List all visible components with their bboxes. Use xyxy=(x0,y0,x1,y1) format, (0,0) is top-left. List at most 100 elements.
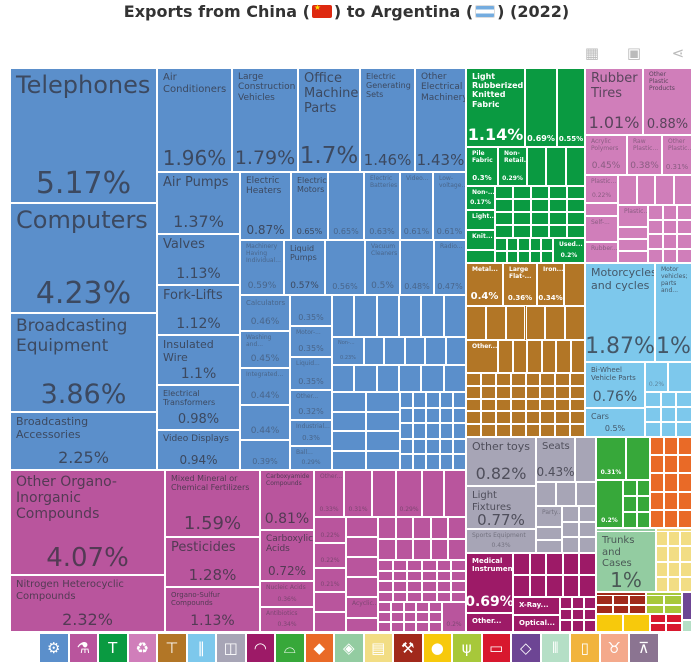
treemap-tile[interactable] xyxy=(510,398,526,412)
treemap-tile[interactable] xyxy=(555,373,571,386)
treemap-tile[interactable] xyxy=(439,423,453,439)
treemap-tile[interactable]: Ball... 0.29% xyxy=(290,446,332,470)
treemap-tile[interactable] xyxy=(452,423,466,439)
treemap-tile[interactable] xyxy=(426,438,440,455)
treemap-tile[interactable]: Used... 0.2% xyxy=(553,238,585,263)
treemap-tile[interactable] xyxy=(413,392,427,408)
treemap-tile[interactable]: Other Organo-Inorganic Compounds 4.07% xyxy=(10,470,165,575)
sector-16[interactable] xyxy=(682,592,692,620)
treemap-tile[interactable] xyxy=(332,411,366,431)
treemap-tile[interactable] xyxy=(495,199,513,212)
treemap-tile[interactable] xyxy=(662,219,678,234)
treemap-tile[interactable] xyxy=(636,496,650,512)
treemap-tile[interactable] xyxy=(413,407,427,424)
animal-hides-icon[interactable]: ◈ xyxy=(335,634,363,662)
treemap-tile[interactable] xyxy=(585,203,618,216)
treemap-tile[interactable] xyxy=(495,411,511,425)
treemap-tile[interactable] xyxy=(656,546,668,562)
treemap-tile[interactable] xyxy=(466,250,495,263)
treemap-tile[interactable] xyxy=(426,454,440,470)
weapons-bullets-icon[interactable]: ⫴ xyxy=(541,634,569,662)
treemap-tile[interactable] xyxy=(513,186,531,199)
treemap-tile[interactable] xyxy=(629,595,646,605)
treemap-tile[interactable] xyxy=(612,604,630,614)
treemap-tile[interactable]: 0.48% xyxy=(400,240,434,295)
treemap-tile[interactable] xyxy=(416,612,430,622)
treemap-tile[interactable] xyxy=(422,570,437,581)
treemap-tile[interactable] xyxy=(439,454,453,470)
treemap-tile[interactable] xyxy=(413,517,431,539)
treemap-tile[interactable] xyxy=(466,411,481,425)
treemap-tile[interactable] xyxy=(680,561,692,577)
treemap-tile[interactable] xyxy=(656,561,668,577)
treemap-tile[interactable] xyxy=(332,365,355,392)
treemap-tile[interactable] xyxy=(506,250,519,263)
treemap-tile[interactable] xyxy=(466,373,481,386)
treemap-tile[interactable] xyxy=(452,438,466,455)
treemap-tile[interactable] xyxy=(555,411,571,425)
treemap-tile[interactable] xyxy=(570,398,585,412)
treemap-tile[interactable] xyxy=(366,450,400,470)
treemap-tile[interactable] xyxy=(366,411,400,431)
treemap-tile[interactable] xyxy=(400,454,414,470)
treemap-tile[interactable]: 0.21% xyxy=(314,568,346,592)
treemap-tile[interactable]: Iron... 0.34% xyxy=(537,263,564,306)
treemap-tile[interactable] xyxy=(546,147,566,186)
treemap-tile[interactable] xyxy=(623,512,637,528)
sector-17[interactable] xyxy=(682,620,692,632)
treemap-tile[interactable]: 0.44% xyxy=(240,405,290,440)
treemap-tile[interactable] xyxy=(623,480,637,496)
treemap-tile[interactable] xyxy=(452,392,466,408)
treemap-tile[interactable]: X-Ray... xyxy=(513,597,560,615)
treemap-tile[interactable]: Motor-... 0.35% xyxy=(290,326,332,357)
treemap-tile[interactable] xyxy=(668,561,680,577)
treemap-tile[interactable]: Other Plastic... 0.31% xyxy=(662,135,692,175)
miscellaneous-box-icon[interactable]: ◫ xyxy=(217,634,245,662)
treemap-tile[interactable] xyxy=(555,398,571,412)
treemap-tile[interactable] xyxy=(562,553,580,575)
treemap-tile[interactable] xyxy=(346,537,378,557)
treemap-tile[interactable] xyxy=(429,602,442,612)
treemap-tile[interactable]: Large Flat-... 0.36% xyxy=(503,263,537,306)
treemap-tile[interactable] xyxy=(664,595,682,605)
treemap-tile[interactable] xyxy=(436,560,452,571)
treemap-tile[interactable] xyxy=(680,531,692,547)
treemap-tile[interactable] xyxy=(626,437,650,480)
treemap-tile[interactable] xyxy=(378,570,393,581)
treemap-tile[interactable] xyxy=(572,608,584,621)
treemap-tile[interactable] xyxy=(579,537,596,553)
treemap-tile[interactable] xyxy=(562,506,579,522)
treemap-tile[interactable] xyxy=(399,365,422,392)
treemap-tile[interactable] xyxy=(584,597,596,609)
treemap-tile[interactable] xyxy=(650,509,664,528)
treemap-tile[interactable]: Bi-Wheel Vehicle Parts 0.76% xyxy=(585,362,645,408)
plastics-recycle-icon[interactable]: ♻ xyxy=(128,634,156,662)
treemap-tile[interactable] xyxy=(429,612,442,622)
treemap-tile[interactable] xyxy=(678,473,692,492)
treemap-tile[interactable] xyxy=(531,225,549,238)
treemap-tile[interactable] xyxy=(421,365,444,392)
treemap-tile[interactable] xyxy=(510,373,526,386)
treemap-tile[interactable] xyxy=(678,491,692,510)
treemap-tile[interactable]: Broadcasting Equipment 3.86% xyxy=(10,313,157,412)
treemap-tile[interactable] xyxy=(645,422,661,437)
treemap-tile[interactable]: Sports Equipment 0.43% xyxy=(466,529,536,553)
treemap-tile[interactable] xyxy=(505,306,526,340)
treemap-tile[interactable] xyxy=(426,392,440,408)
treemap-tile[interactable] xyxy=(425,337,446,365)
treemap-tile[interactable]: Other... xyxy=(466,613,513,632)
treemap-tile[interactable] xyxy=(549,225,567,238)
treemap-tile[interactable] xyxy=(572,620,584,632)
treemap-tile[interactable]: Liquid... 0.35% xyxy=(290,357,332,390)
treemap-tile[interactable] xyxy=(636,175,655,205)
treemap-tile[interactable] xyxy=(646,595,664,605)
treemap-tile[interactable] xyxy=(545,306,566,340)
treemap-tile[interactable]: Organo-Sulfur Compounds 1.13% xyxy=(165,587,260,632)
treemap-tile[interactable] xyxy=(636,480,650,496)
treemap-tile[interactable]: 0.2% xyxy=(596,480,623,528)
treemap-tile[interactable] xyxy=(346,517,378,537)
treemap-tile[interactable]: Antibiotics 0.34% xyxy=(260,607,314,632)
treemap-tile[interactable] xyxy=(378,622,391,632)
treemap-tile[interactable] xyxy=(399,295,422,337)
treemap-tile[interactable] xyxy=(650,437,664,456)
